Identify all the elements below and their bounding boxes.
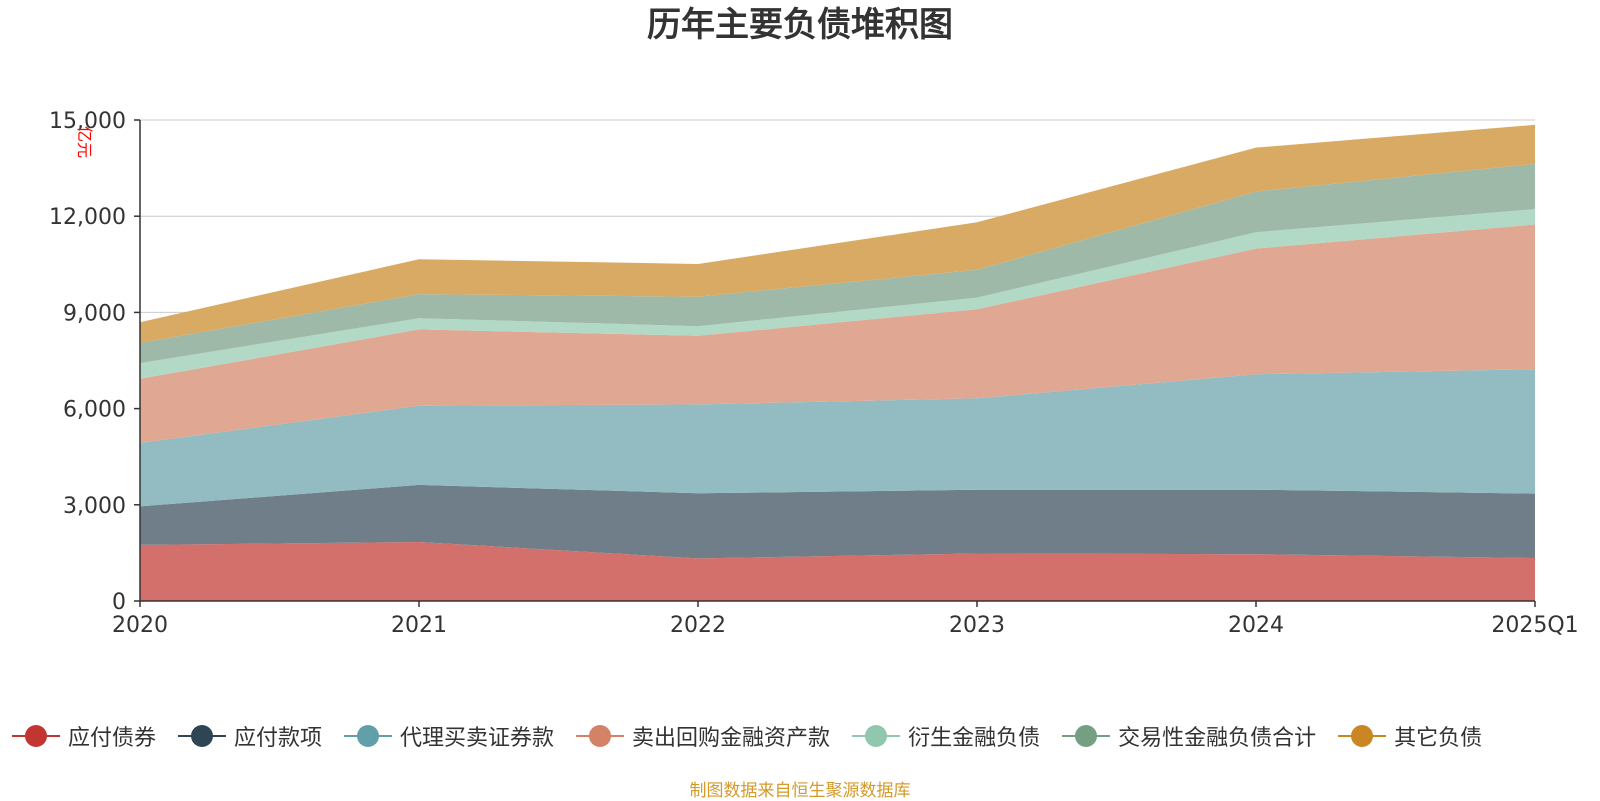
area-series-5[interactable]: [140, 209, 1535, 379]
legend-label: 代理买卖证券款: [400, 726, 555, 751]
x-tick-label: 2023: [949, 613, 1005, 638]
legend-label: 应付债券: [68, 726, 157, 751]
x-tick-label: 2024: [1228, 613, 1284, 638]
x-tick-label: 2022: [670, 613, 726, 638]
legend-marker-icon: [852, 723, 901, 749]
legend-label: 衍生金融负债: [908, 726, 1041, 751]
area-series-2[interactable]: [140, 484, 1535, 559]
legend-label: 交易性金融负债合计: [1118, 726, 1317, 751]
y-tick-label: 12,000: [49, 205, 126, 230]
legend-label: 应付款项: [234, 726, 323, 751]
y-tick-label: 6,000: [63, 398, 126, 423]
area-series-7[interactable]: [140, 124, 1535, 343]
legend-item-7[interactable]: 其它负债: [1338, 720, 1482, 752]
y-axis-unit-label: 亿元: [75, 126, 94, 158]
legend-item-6[interactable]: 交易性金融负债合计: [1062, 720, 1316, 752]
x-tick-label: 2025Q1: [1491, 613, 1578, 638]
legend-label: 卖出回购金融资产款: [632, 726, 831, 751]
y-tick-label: 3,000: [63, 494, 126, 519]
source-note: 制图数据来自恒生聚源数据库: [689, 781, 911, 801]
legend: 应付债券 应付款项 代理买卖证券款 卖出回购金融资产款 衍生金融负债 交易性金融负债合计 其…: [12, 718, 1504, 754]
area-series-4[interactable]: [140, 224, 1535, 443]
legend-marker-icon: [576, 723, 625, 749]
legend-marker-icon: [12, 723, 60, 749]
area-series-1[interactable]: [140, 542, 1535, 601]
legend-marker-icon: [1338, 723, 1387, 749]
legend-item-2[interactable]: 应付款项: [178, 720, 322, 752]
y-tick-label: 15,000: [49, 109, 126, 134]
y-tick-label: 0: [112, 590, 126, 615]
x-tick-label: 2020: [112, 613, 168, 638]
legend-item-5[interactable]: 衍生金融负债: [852, 720, 1040, 752]
legend-label: 其它负债: [1394, 726, 1483, 751]
legend-marker-icon: [1062, 723, 1111, 749]
y-tick-label: 9,000: [63, 301, 126, 326]
legend-item-3[interactable]: 代理买卖证券款: [344, 720, 554, 752]
axes: 0 3,000 6,000 9,000 12,000 15,000 2020 2021 2022…: [49, 109, 1579, 638]
chart-title: 历年主要负债堆积图: [647, 5, 953, 45]
area-series-6[interactable]: [140, 163, 1535, 364]
legend-marker-icon: [178, 723, 227, 749]
legend-item-1[interactable]: 应付债券: [12, 720, 156, 752]
legend-item-4[interactable]: 卖出回购金融资产款: [576, 720, 830, 752]
area-series: [140, 124, 1535, 601]
legend-marker-icon: [344, 723, 393, 749]
area-series-3[interactable]: [140, 369, 1535, 507]
x-tick-label: 2021: [391, 613, 447, 638]
